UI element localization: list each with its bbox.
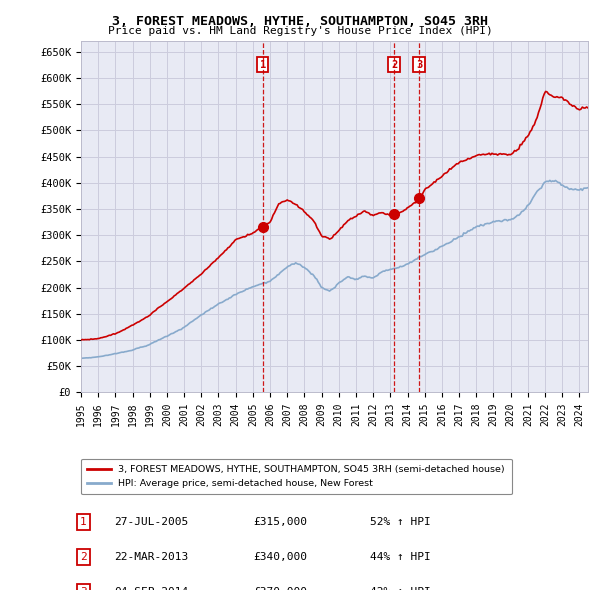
Text: 3, FOREST MEADOWS, HYTHE, SOUTHAMPTON, SO45 3RH: 3, FOREST MEADOWS, HYTHE, SOUTHAMPTON, S… <box>112 15 488 28</box>
Text: 3: 3 <box>80 588 87 590</box>
Legend: 3, FOREST MEADOWS, HYTHE, SOUTHAMPTON, SO45 3RH (semi-detached house), HPI: Aver: 3, FOREST MEADOWS, HYTHE, SOUTHAMPTON, S… <box>80 458 512 494</box>
Text: 44% ↑ HPI: 44% ↑ HPI <box>370 552 431 562</box>
Text: 04-SEP-2014: 04-SEP-2014 <box>114 588 188 590</box>
Text: 22-MAR-2013: 22-MAR-2013 <box>114 552 188 562</box>
Text: 2: 2 <box>80 552 87 562</box>
Text: Price paid vs. HM Land Registry's House Price Index (HPI): Price paid vs. HM Land Registry's House … <box>107 26 493 36</box>
Text: £370,000: £370,000 <box>253 588 307 590</box>
Text: 3: 3 <box>416 60 422 70</box>
Text: 42% ↑ HPI: 42% ↑ HPI <box>370 588 431 590</box>
Text: 2: 2 <box>391 60 397 70</box>
Text: 52% ↑ HPI: 52% ↑ HPI <box>370 517 431 527</box>
Text: 1: 1 <box>260 60 266 70</box>
Text: 1: 1 <box>80 517 87 527</box>
Text: £340,000: £340,000 <box>253 552 307 562</box>
Text: 27-JUL-2005: 27-JUL-2005 <box>114 517 188 527</box>
Text: £315,000: £315,000 <box>253 517 307 527</box>
